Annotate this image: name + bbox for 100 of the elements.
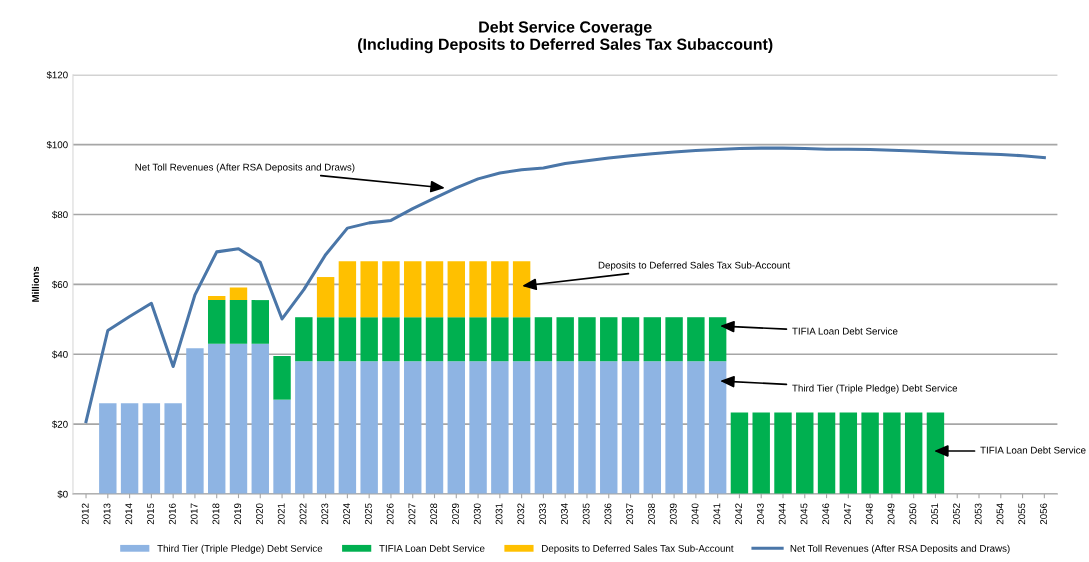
x-tick-label: 2031 — [495, 503, 503, 525]
x-tick-label: 2019 — [234, 503, 242, 525]
x-tick-label: 2033 — [539, 503, 547, 525]
x-tick-label: 2049 — [887, 503, 895, 525]
bar — [491, 361, 509, 494]
x-tick-label: 2048 — [865, 503, 873, 525]
bar — [796, 412, 814, 494]
annotation: Net Toll Revenues (After RSA Deposits and Draws) — [135, 163, 355, 173]
bar — [186, 348, 204, 494]
bar — [99, 403, 117, 494]
bar — [469, 261, 487, 318]
bar — [708, 317, 727, 362]
x-tick-label: 2051 — [931, 503, 939, 525]
x-tick-label: 2047 — [844, 503, 851, 525]
annotation: TIFIA Loan Debt Service — [980, 446, 1086, 454]
bar — [273, 355, 291, 400]
x-tick-label: 2028 — [430, 503, 438, 525]
bar — [447, 261, 465, 318]
bar — [208, 343, 226, 494]
annotation: Third Tier (Triple Pledge) Debt Service — [792, 384, 958, 394]
legend-label: Deposits to Deferred Sales Tax Sub-Account — [542, 544, 734, 554]
bar — [621, 317, 640, 362]
x-tick-label: 2046 — [822, 503, 830, 525]
bar — [208, 300, 226, 344]
bar — [512, 261, 531, 318]
bar — [839, 412, 858, 494]
bar — [251, 300, 269, 344]
line-series — [84, 146, 1046, 424]
bar — [534, 361, 553, 494]
bar — [512, 317, 531, 362]
x-tick-label: 2026 — [386, 503, 394, 525]
bar — [665, 361, 683, 494]
x-tick-label: 2014 — [125, 503, 133, 525]
bar — [229, 343, 248, 494]
bar — [208, 295, 226, 301]
x-tick-label: 2032 — [517, 503, 525, 525]
x-tick-label: 2056 — [1040, 503, 1047, 525]
x-tick-label: 2052 — [952, 503, 960, 525]
bar — [338, 361, 357, 494]
annotation: TIFIA Loan Debt Service — [792, 327, 898, 335]
x-tick-label: 2036 — [604, 503, 612, 525]
bar — [904, 412, 923, 494]
bar — [447, 361, 465, 494]
bar — [643, 361, 662, 494]
x-tick-label: 2040 — [691, 503, 699, 525]
bar — [425, 261, 444, 318]
legend-label: Net Toll Revenues (After RSA Deposits and Draws) — [790, 544, 1010, 554]
bar — [600, 361, 618, 494]
annotation: Deposits to Deferred Sales Tax Sub-Account — [598, 261, 791, 271]
x-tick-label: 2024 — [343, 503, 350, 525]
bar — [600, 317, 618, 362]
bar — [512, 361, 531, 494]
x-tick-label: 2016 — [168, 503, 176, 525]
bar — [774, 412, 792, 494]
x-tick-label: 2054 — [996, 503, 1004, 525]
x-tick-label: 2041 — [713, 503, 721, 525]
bar — [229, 287, 248, 301]
x-tick-label: 2015 — [147, 503, 154, 525]
legend-label: TIFIA Loan Debt Service — [379, 544, 485, 552]
y-tick-label: $40 — [51, 350, 68, 359]
bar — [687, 317, 705, 362]
bar — [382, 317, 400, 362]
legend-label: Third Tier (Triple Pledge) Debt Service — [157, 544, 323, 554]
y-tick-label: $100 — [46, 140, 68, 149]
bar — [316, 317, 335, 362]
bar — [469, 317, 487, 362]
y-tick-label: $60 — [51, 280, 68, 289]
bar — [425, 317, 444, 362]
bar — [578, 361, 596, 494]
x-tick-label: 2034 — [560, 503, 568, 525]
bar — [338, 317, 357, 362]
bar — [578, 317, 596, 362]
bar — [708, 361, 727, 494]
bar — [382, 261, 400, 318]
bar — [295, 361, 313, 494]
bar — [491, 261, 509, 318]
x-tick-label: 2023 — [321, 503, 329, 525]
bar — [404, 361, 422, 494]
x-tick-label: 2038 — [648, 503, 655, 525]
bar — [556, 361, 574, 494]
y-axis-title: Millions — [31, 266, 39, 302]
x-tick-label: 2035 — [582, 503, 590, 525]
bar — [404, 317, 422, 362]
bar — [273, 399, 291, 494]
x-tick-label: 2043 — [756, 503, 764, 525]
x-tick-label: 2013 — [103, 503, 111, 525]
x-tick-label: 2017 — [190, 503, 198, 525]
y-tick-label: $20 — [51, 420, 68, 429]
bar — [316, 361, 335, 494]
bar — [142, 403, 161, 494]
bar — [469, 361, 487, 494]
x-tick-label: 2044 — [778, 503, 786, 525]
bar — [534, 317, 553, 362]
x-tick-label: 2029 — [452, 503, 459, 525]
bar — [665, 317, 683, 362]
bar — [295, 317, 313, 362]
chart-title: Debt Service Coverage (Including Deposits to Deferred Sales Tax Subaccount) — [358, 20, 773, 54]
x-tick-label: 2020 — [256, 503, 263, 525]
bar — [360, 317, 378, 362]
y-tick-label: $80 — [51, 210, 68, 219]
